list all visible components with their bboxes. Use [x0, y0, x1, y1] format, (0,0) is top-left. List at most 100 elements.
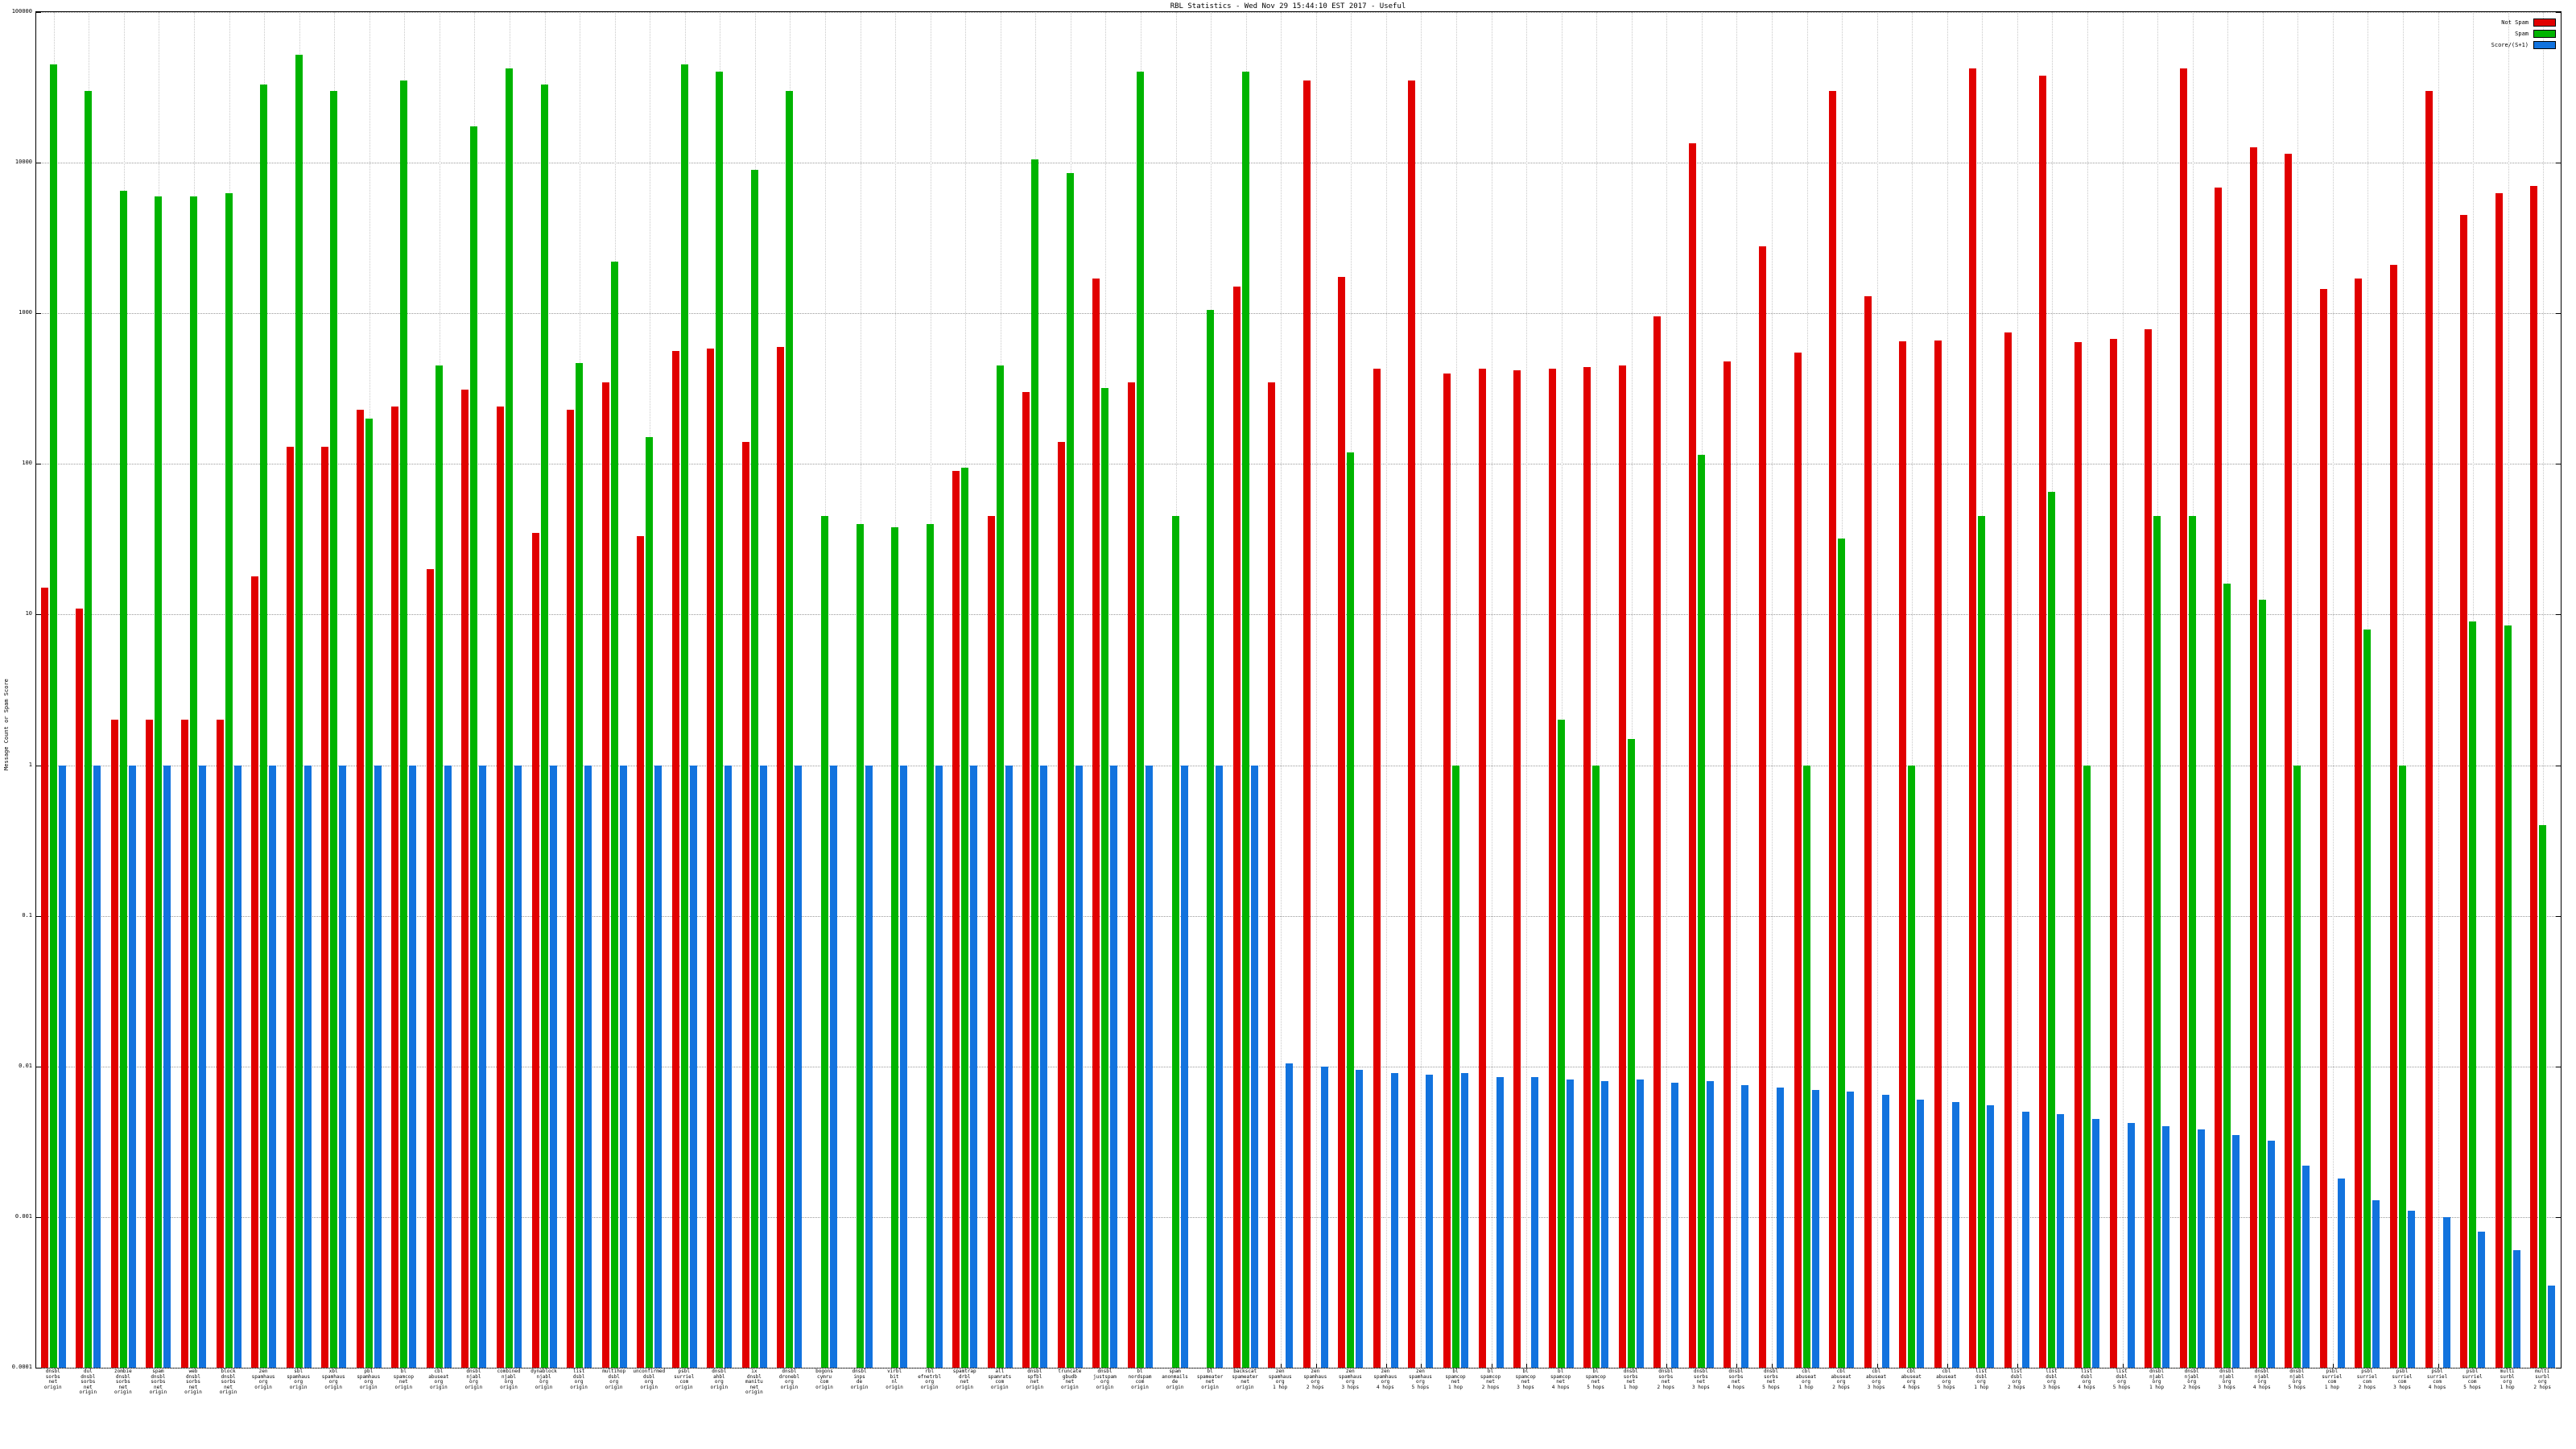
bar-score-s-1-	[1005, 765, 1013, 1368]
x-category-label: pbl spamhaus org origin	[357, 1368, 381, 1390]
x-category-label: dnsbl sorbs net 3 hops	[1692, 1368, 1710, 1390]
x-category-label: dnsbl inps de origin	[850, 1368, 869, 1390]
bar-not-spam	[637, 536, 645, 1368]
bar-not-spam	[952, 470, 960, 1368]
bar-spam	[821, 516, 828, 1368]
x-category-label: list dsbl org 3 hops	[2042, 1368, 2061, 1390]
x-category-label: dnsbl njabl org 5 hops	[2288, 1368, 2306, 1390]
bar-score-s-1-	[199, 765, 206, 1368]
x-category-label: bogons cymru com origin	[815, 1368, 833, 1390]
bar-score-s-1-	[1390, 1073, 1398, 1368]
y-tick-label: 100	[22, 460, 32, 467]
x-category-label: cbl abuseat org 2 hops	[1831, 1368, 1852, 1390]
bar-spam	[540, 85, 548, 1368]
bar-spam	[2223, 584, 2231, 1368]
x-category-label: bl spamcop net 3 hops	[1515, 1368, 1536, 1390]
bar-not-spam	[1864, 295, 1872, 1368]
bar-score-s-1-	[1601, 1080, 1609, 1368]
bar-score-s-1-	[2197, 1129, 2205, 1368]
y-tick-label: 0.0001	[11, 1364, 32, 1370]
bar-not-spam	[2145, 329, 2153, 1368]
bar-spam	[2469, 621, 2477, 1368]
bar-score-s-1-	[1496, 1076, 1504, 1368]
x-category-label: dnsbl njabl org 1 hop	[2149, 1368, 2165, 1390]
x-category-label: psbl surriel com 3 hops	[2392, 1368, 2413, 1390]
bar-score-s-1-	[374, 765, 382, 1368]
bar-score-s-1-	[2372, 1199, 2380, 1368]
bar-score-s-1-	[1426, 1075, 1434, 1368]
v-gridline	[1281, 12, 1282, 1368]
v-gridline	[1456, 12, 1457, 1368]
bar-spam	[2363, 629, 2372, 1368]
bar-score-s-1-	[1881, 1094, 1889, 1368]
x-category-label: block dnsbl sorbs net origin	[219, 1368, 237, 1395]
x-axis-tick	[1946, 1364, 1948, 1368]
v-gridline	[1526, 12, 1528, 1368]
bar-score-s-1-	[1917, 1100, 1925, 1368]
bar-score-s-1-	[163, 765, 171, 1368]
bar-score-s-1-	[2302, 1165, 2310, 1368]
x-category-label: bl spamcop net 4 hops	[1550, 1368, 1571, 1390]
y-axis-tick	[2556, 915, 2561, 917]
x-category-label: multihop dsbl org origin	[602, 1368, 626, 1390]
bar-spam	[1557, 720, 1565, 1368]
bar-not-spam	[671, 351, 679, 1368]
bar-spam	[1347, 452, 1355, 1368]
bar-not-spam	[1759, 246, 1766, 1368]
bar-not-spam	[216, 720, 224, 1368]
bar-not-spam	[497, 407, 504, 1368]
bar-spam	[2048, 492, 2056, 1368]
x-category-label: dnsbl njabl org 3 hops	[2218, 1368, 2236, 1390]
bar-score-s-1-	[2442, 1216, 2450, 1368]
bar-not-spam	[461, 390, 469, 1368]
bar-score-s-1-	[339, 765, 347, 1368]
v-gridline	[2332, 12, 2334, 1368]
bar-score-s-1-	[269, 765, 277, 1368]
bar-spam	[1908, 765, 1916, 1368]
bar-not-spam	[1794, 352, 1802, 1368]
bar-score-s-1-	[1286, 1063, 1294, 1368]
x-axis-tick	[1281, 1364, 1282, 1368]
y-tick-label: 1	[28, 761, 32, 768]
bar-not-spam	[1373, 368, 1381, 1368]
y-tick-label: 0.001	[14, 1212, 32, 1220]
bar-spam	[506, 68, 513, 1368]
bar-not-spam	[1899, 341, 1907, 1368]
y-tick-label: 10	[25, 610, 32, 617]
bar-not-spam	[426, 569, 434, 1368]
bar-not-spam	[251, 576, 259, 1368]
bar-score-s-1-	[1110, 765, 1118, 1368]
bar-not-spam	[1829, 90, 1837, 1368]
x-category-label: cbl abuseat org 4 hops	[1901, 1368, 1922, 1390]
y-axis-tick	[36, 313, 41, 315]
x-axis-tick	[1876, 1364, 1878, 1368]
x-category-label: zen spamhaus org 4 hops	[1373, 1368, 1397, 1390]
bar-score-s-1-	[2267, 1141, 2275, 1368]
bar-spam	[1978, 516, 1986, 1368]
legend-swatch	[2533, 41, 2556, 49]
x-category-label: cbl abuseat org 3 hops	[1866, 1368, 1887, 1390]
v-gridline	[1421, 12, 1422, 1368]
y-axis-tick	[36, 1216, 41, 1218]
bar-score-s-1-	[795, 765, 803, 1368]
x-category-label: dnsbl njabl org 4 hops	[2252, 1368, 2271, 1390]
x-category-label: cbl abuseat org origin	[428, 1368, 449, 1390]
x-category-label: zen spamhaus org 1 hop	[1268, 1368, 1292, 1390]
bar-not-spam	[531, 532, 539, 1368]
bar-not-spam	[181, 720, 188, 1368]
v-gridline	[1806, 12, 1808, 1368]
v-gridline	[1666, 12, 1668, 1368]
legend-swatch	[2533, 19, 2556, 27]
x-axis-tick	[1666, 1364, 1668, 1368]
y-axis-tick	[2556, 614, 2561, 616]
legend-label: Not Spam	[2501, 19, 2529, 26]
v-gridline	[1561, 12, 1563, 1368]
bar-score-s-1-	[2127, 1123, 2135, 1368]
bar-score-s-1-	[444, 765, 452, 1368]
bar-score-s-1-	[654, 765, 663, 1368]
bar-spam	[891, 526, 899, 1368]
bar-score-s-1-	[1040, 765, 1048, 1368]
bar-not-spam	[40, 588, 48, 1368]
bar-score-s-1-	[303, 765, 312, 1368]
h-gridline	[36, 313, 2561, 315]
